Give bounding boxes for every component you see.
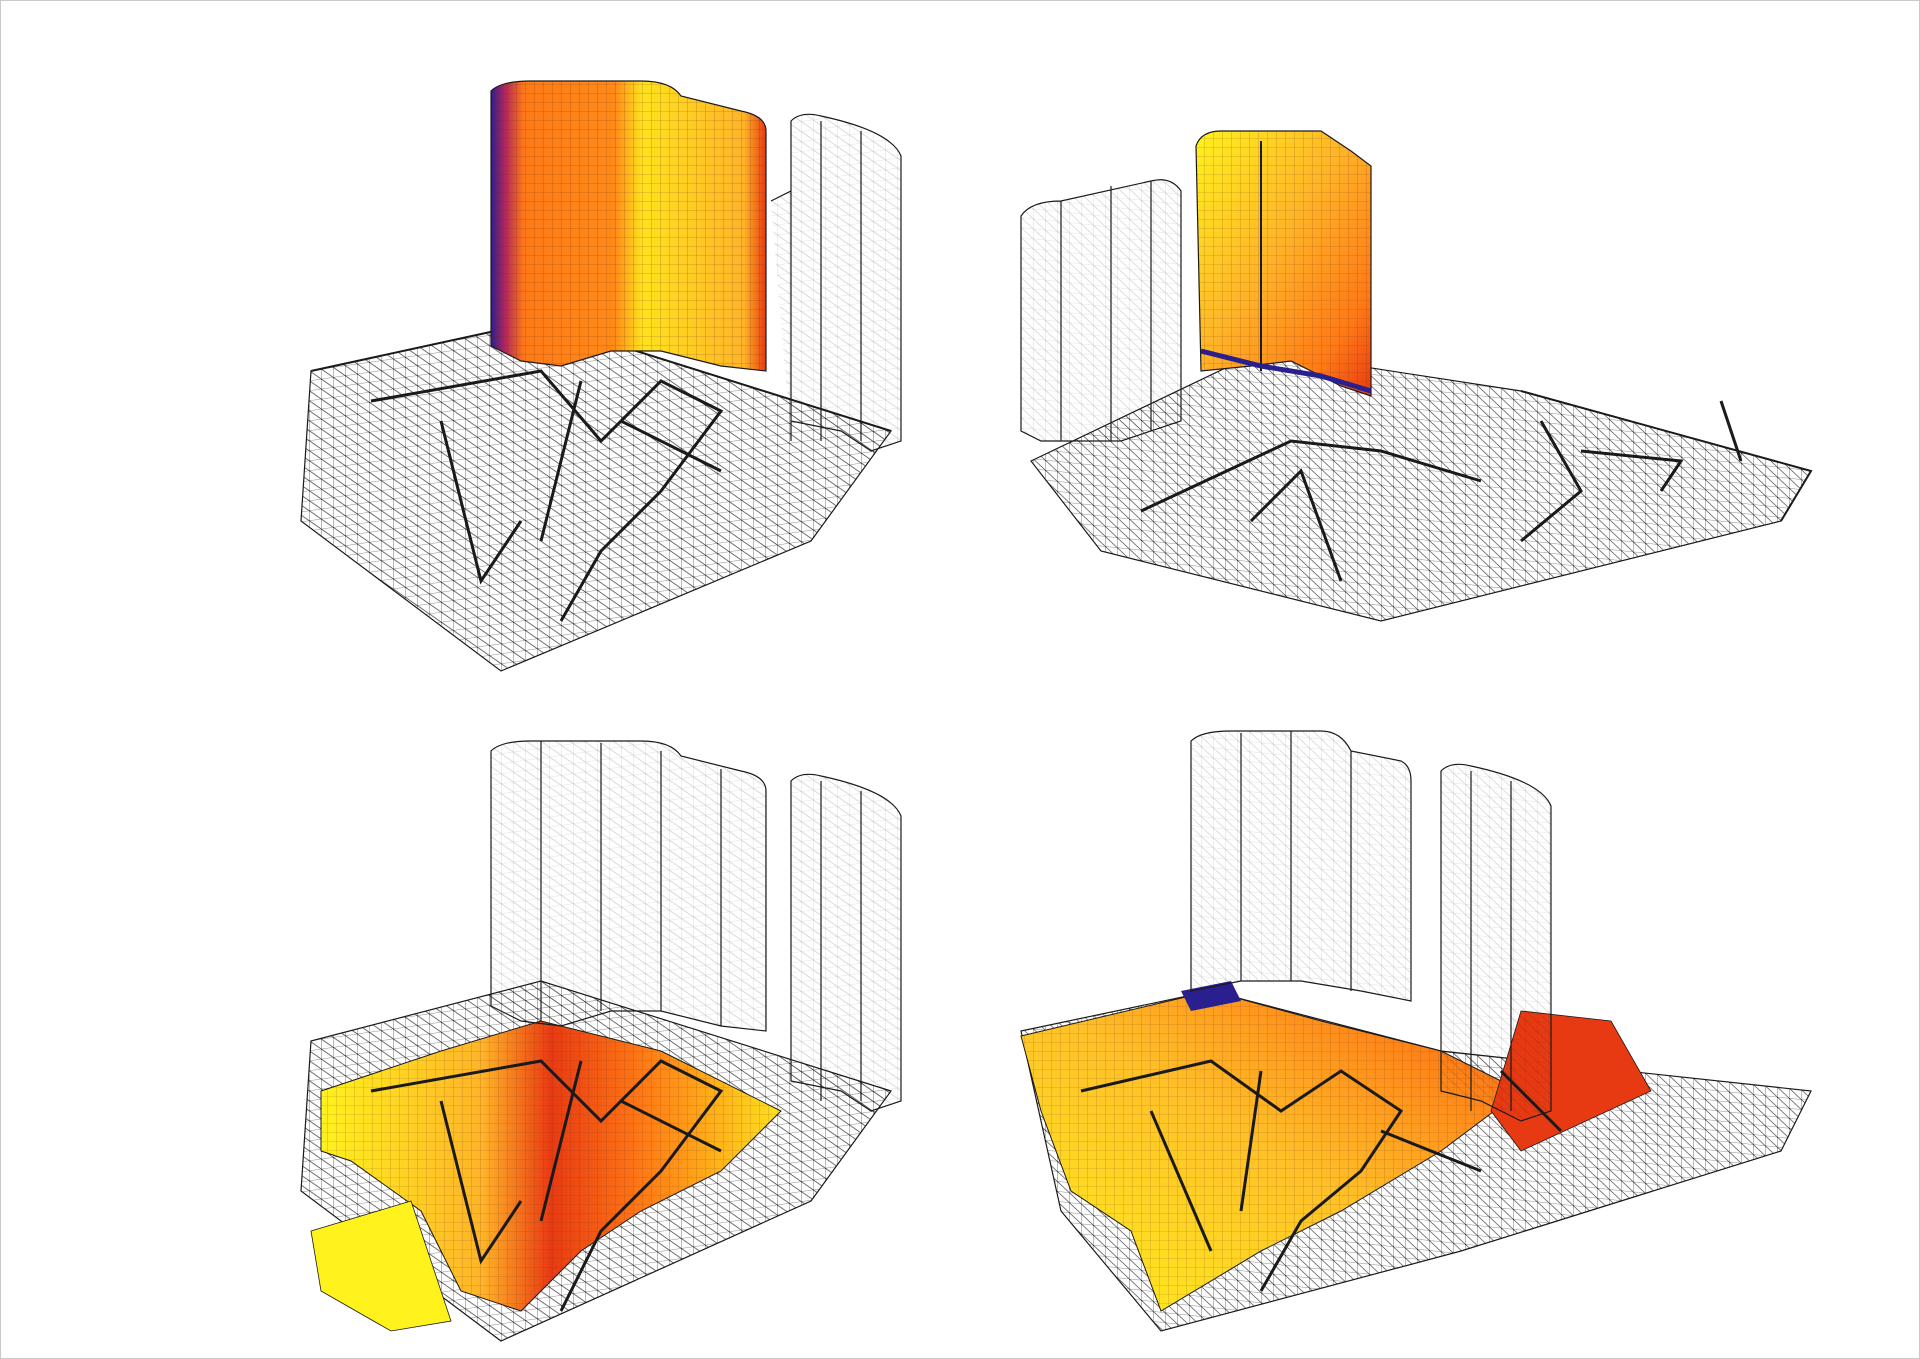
ground-heatmap-corner — [310, 1200, 452, 1332]
panel-front-ground — [21, 691, 961, 1351]
left-tower-wireframe — [1020, 179, 1182, 442]
path-walls — [1140, 400, 1743, 582]
tall-slab-wireframe — [1190, 730, 1412, 1002]
wireframe-scene-tl — [300, 80, 902, 672]
wireframe-scene-bl — [300, 740, 902, 1342]
wireframe-scene-tr — [1020, 130, 1813, 622]
right-tower-wireframe — [1440, 763, 1552, 1122]
right-tower-wireframe — [790, 773, 902, 1112]
path-walls — [1080, 1059, 1563, 1292]
wireframe-scene-br — [1020, 730, 1812, 1332]
path-walls — [370, 369, 724, 622]
right-tower-wireframe — [770, 113, 902, 452]
panel-rear-facade — [961, 21, 1901, 681]
panel-rear-ground — [961, 691, 1901, 1351]
panel-front-facade — [21, 21, 961, 681]
tall-slab-wireframe — [490, 740, 767, 1032]
path-walls — [370, 1059, 724, 1312]
